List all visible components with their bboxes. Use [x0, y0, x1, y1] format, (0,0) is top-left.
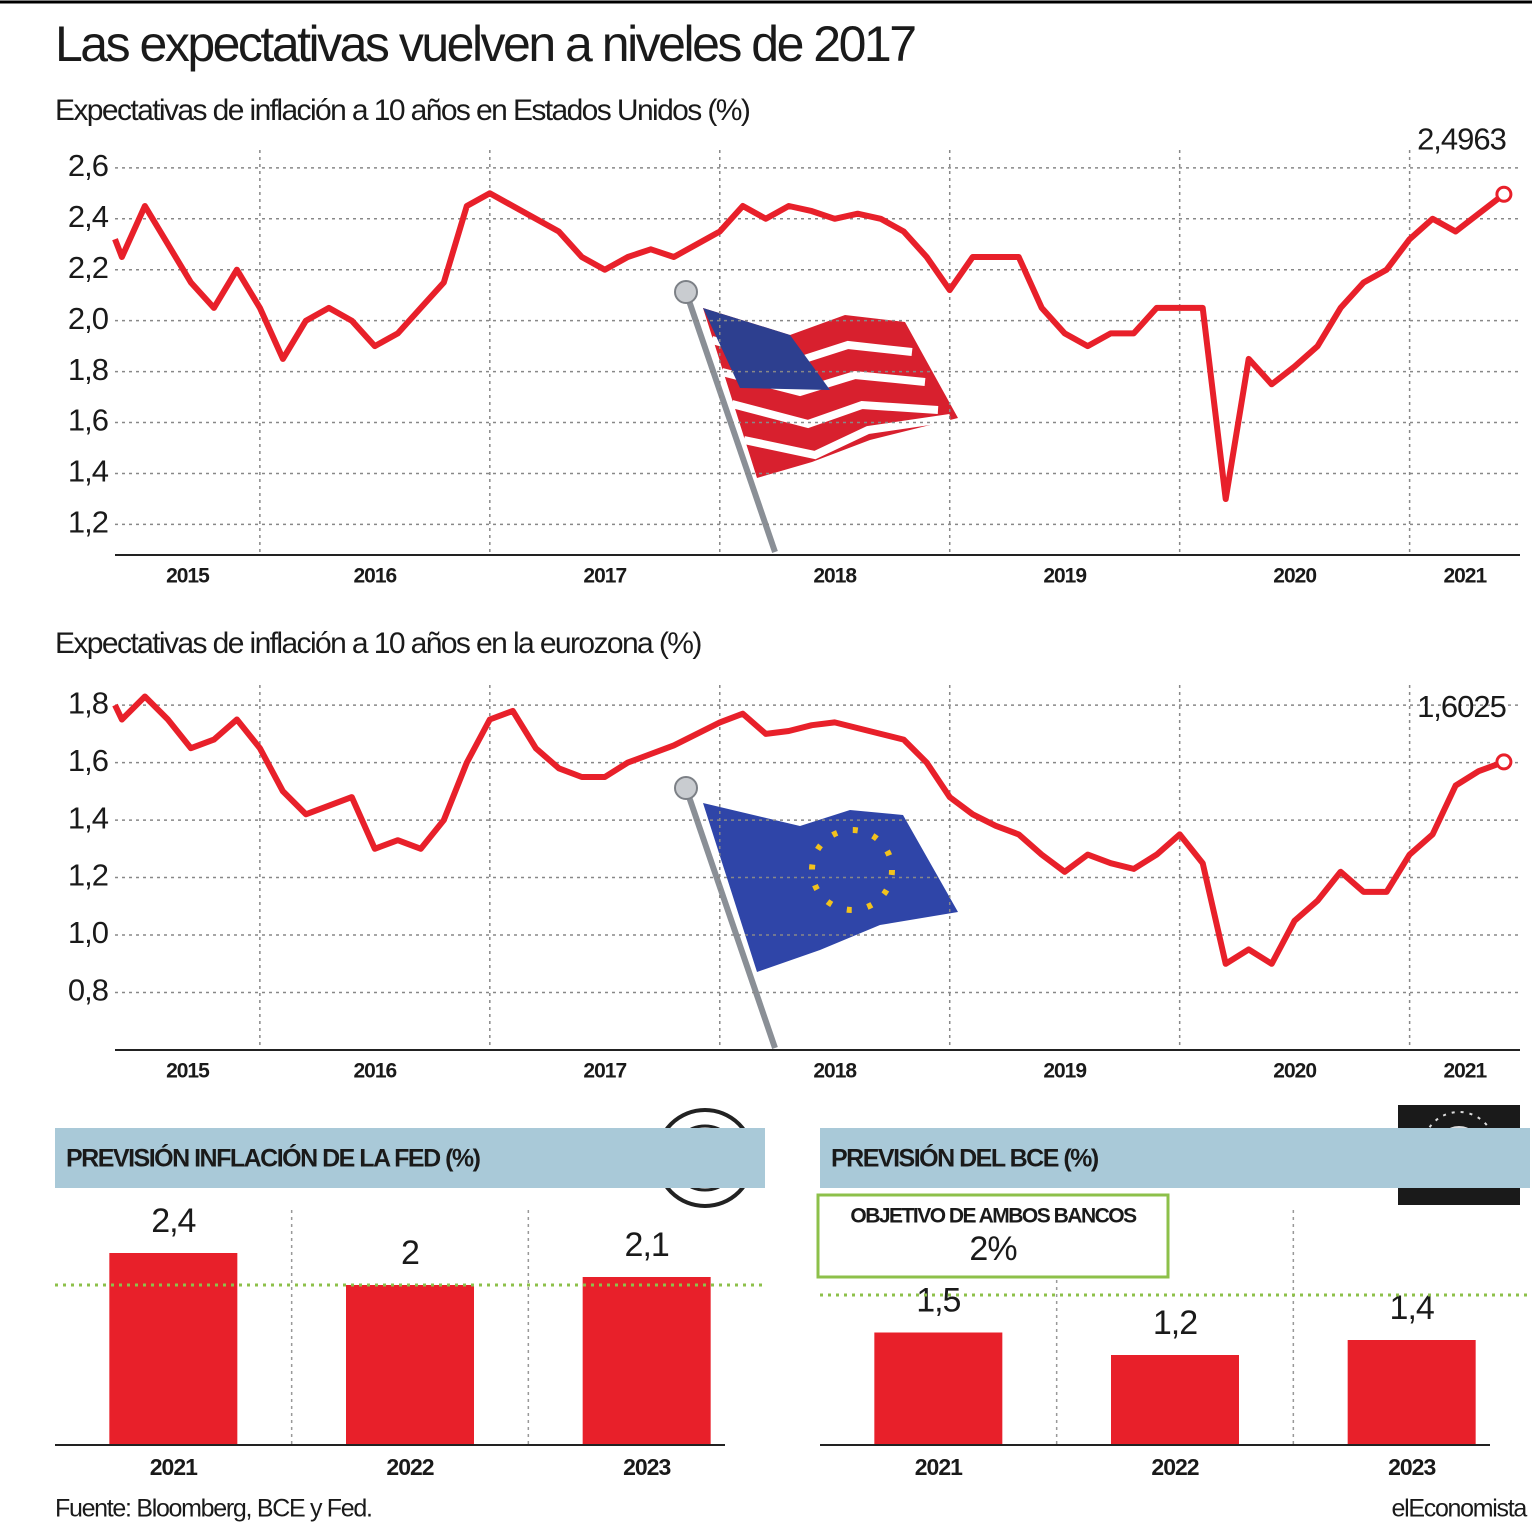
y-tick-label: 1,8	[68, 685, 108, 720]
panel-header	[820, 1128, 1530, 1188]
x-tick-label: 2018	[813, 1060, 857, 1083]
line-series	[112, 693, 1505, 967]
value-label: 1,5	[916, 1281, 960, 1319]
subtitle: Expectativas de inflación a 10 años en E…	[55, 94, 750, 127]
x-tick-label: 2020	[1273, 565, 1316, 588]
bar	[1111, 1355, 1239, 1445]
title: Las expectativas vuelven a niveles de 20…	[55, 16, 915, 72]
eu-flag	[674, 776, 958, 1049]
x-tick-label: 2021	[1443, 1060, 1487, 1083]
end-marker	[1495, 185, 1513, 203]
x-tick-label: 2016	[353, 565, 396, 588]
y-tick-label: 1,0	[68, 915, 109, 950]
target-box	[816, 1193, 1170, 1279]
y-tick-label: 0,8	[68, 973, 108, 1008]
brand: elEconomista	[1392, 1495, 1528, 1523]
source: Fuente: Bloomberg, BCE y Fed.	[55, 1495, 372, 1523]
value-label: 2,4	[151, 1202, 195, 1240]
target-title: OBJETIVO DE AMBOS BANCOS	[850, 1205, 1137, 1228]
x-tick-label: 2019	[1043, 1060, 1086, 1083]
y-tick-label: 1,8	[68, 352, 108, 387]
y-tick-label: 2,2	[68, 250, 108, 285]
x-tick-label: 2020	[1273, 1060, 1316, 1083]
subtitle: Expectativas de inflación a 10 años en l…	[55, 627, 701, 660]
us-flag	[674, 280, 958, 553]
x-tick-label: 2023	[623, 1454, 670, 1480]
bar	[874, 1332, 1003, 1445]
x-tick-label: 2021	[915, 1454, 963, 1480]
bar	[346, 1285, 474, 1445]
value-label: 2,1	[625, 1226, 669, 1264]
end-marker	[1495, 753, 1513, 771]
value-label: 1,6025	[1417, 689, 1506, 724]
x-tick-label: 2015	[166, 1060, 210, 1083]
y-tick-label: 1,4	[68, 800, 109, 835]
y-tick-label: 1,4	[68, 454, 109, 489]
value-label: 2	[401, 1234, 419, 1272]
x-tick-label: 2021	[150, 1454, 198, 1480]
panel-header	[55, 1128, 765, 1188]
target-label: 2%	[969, 1230, 1017, 1268]
x-tick-label: 2016	[353, 1060, 396, 1083]
y-tick-label: 1,2	[68, 505, 108, 540]
bar	[1347, 1340, 1476, 1445]
value-label: 1,2	[1153, 1304, 1197, 1342]
value-label: 2,4963	[1417, 121, 1506, 156]
line-series	[112, 190, 1506, 502]
x-tick-label: 2019	[1043, 565, 1086, 588]
y-tick-label: 1,6	[68, 743, 108, 778]
y-tick-label: 2,6	[68, 148, 108, 183]
x-tick-label: 2017	[583, 1060, 626, 1083]
bar	[582, 1277, 711, 1445]
x-tick-label: 2022	[1151, 1454, 1198, 1480]
panel-title: PREVISIÓN INFLACIÓN DE LA FED (%)	[66, 1143, 481, 1173]
x-tick-label: 2015	[166, 565, 210, 588]
x-tick-label: 2021	[1443, 565, 1487, 588]
bar	[109, 1253, 238, 1445]
x-tick-label: 2022	[386, 1454, 433, 1480]
x-tick-label: 2023	[1388, 1454, 1435, 1480]
y-tick-label: 1,2	[68, 858, 108, 893]
y-tick-label: 1,6	[68, 403, 108, 438]
y-tick-label: 2,4	[68, 199, 109, 234]
y-tick-label: 2,0	[68, 301, 109, 336]
panel-title: PREVISIÓN DEL BCE (%)	[831, 1143, 1099, 1173]
x-tick-label: 2017	[583, 565, 626, 588]
x-tick-label: 2018	[813, 565, 857, 588]
